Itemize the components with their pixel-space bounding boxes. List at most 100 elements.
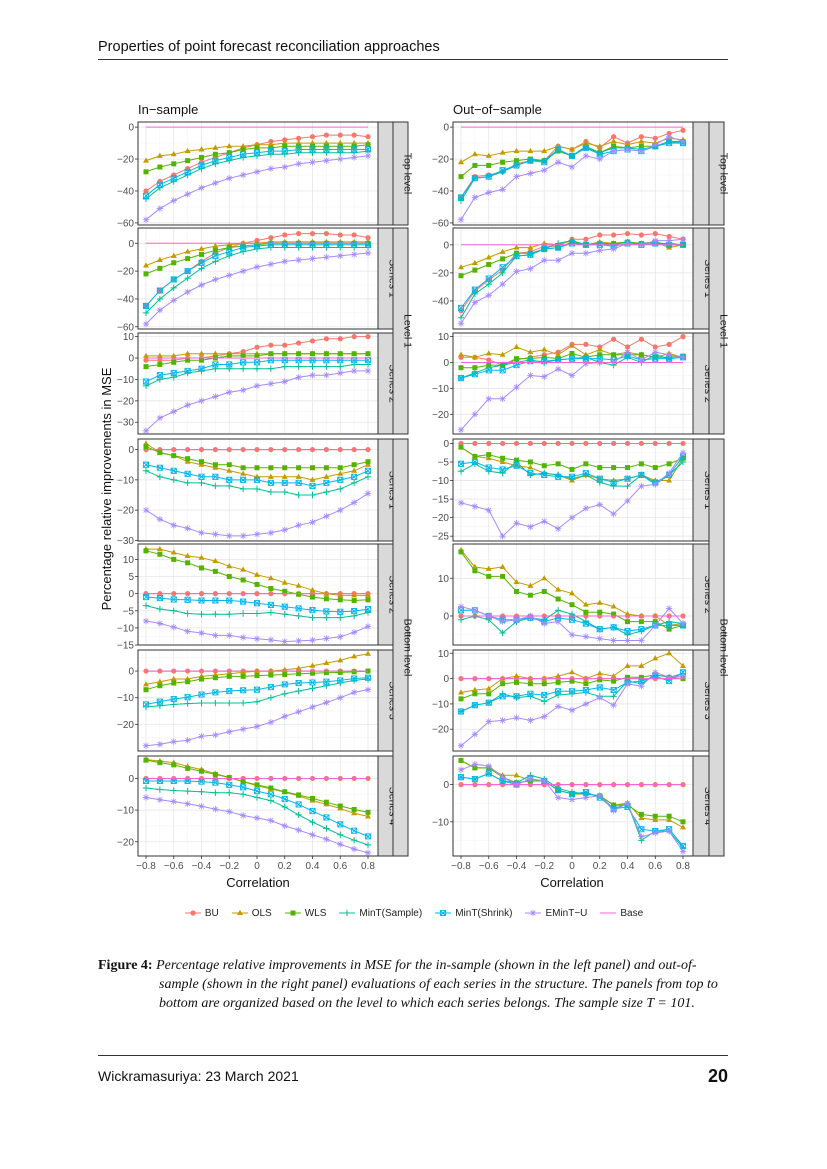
legend-key-circle-icon [184,910,201,916]
point-EMinT-U [568,163,576,171]
series-emint-u [142,686,372,749]
point-OLS [499,351,506,357]
point-BU [638,232,644,238]
point-BU [282,232,288,238]
point-OLS [527,348,534,355]
point-WLS [212,771,218,777]
point-WLS [310,670,315,676]
point-EMinT-U [364,686,372,693]
point-MinT(Shrink) [226,597,233,604]
point-EMinT-U [295,637,302,645]
point-MinT(Shrink) [198,691,205,698]
point-EMinT-U [226,532,233,540]
point-MinT(Sample) [226,610,233,618]
point-WLS [268,351,274,357]
point-MinT(Sample) [457,468,465,475]
point-WLS [541,354,547,360]
point-EMinT-U [323,157,330,164]
point-OLS [624,662,631,668]
point-MinT(Shrink) [457,194,465,201]
point-EMinT-U [198,529,205,537]
point-BU [309,134,316,140]
point-MinT(Shrink) [240,687,247,694]
point-EMinT-U [184,401,191,409]
point-EMinT-U [513,383,520,391]
point-EMinT-U [184,737,191,744]
point-MinT(Shrink) [457,774,465,781]
point-WLS [638,352,644,358]
point-EMinT-U [665,133,673,140]
point-WLS [199,251,204,257]
point-MinT(Shrink) [240,598,247,605]
point-WLS [611,802,617,808]
point-EMinT-U [513,714,520,722]
point-MinT(Sample) [541,698,548,705]
point-EMinT-U [364,367,372,375]
point-WLS [254,581,260,587]
point-EMinT-U [350,154,358,161]
point-BU [597,232,603,238]
point-BU [296,340,302,346]
point-EMinT-U [513,616,520,623]
point-MinT(Shrink) [281,148,288,155]
point-EMinT-U [295,522,302,529]
legend-item-base: Base [599,906,643,920]
point-MinT(Sample) [295,612,302,620]
point-MinT(Sample) [184,787,191,795]
point-WLS [555,596,561,602]
panel-out-of-sample-top-level: 0 −20 −40 −60 [432,121,710,229]
point-MinT(Sample) [253,365,261,372]
point-MinT(Sample) [295,811,302,819]
point-MinT(Shrink) [596,475,603,482]
point-MinT(Shrink) [541,159,548,166]
point-EMinT-U [323,254,330,261]
point-OLS [610,138,617,144]
point-WLS [638,461,644,467]
point-EMinT-U [212,731,219,739]
point-EMinT-U [679,672,687,680]
point-WLS [240,353,246,359]
point-EMinT-U [337,841,344,848]
point-EMinT-U [499,186,506,193]
point-MinT(Shrink) [364,606,372,613]
y-tick-label: 10 [123,555,135,566]
point-MinT(Sample) [267,797,275,804]
point-EMinT-U [198,629,205,637]
point-EMinT-U [582,360,590,368]
point-WLS [143,364,149,370]
point-EMinT-U [253,635,261,643]
y-tick-label: −5 [438,457,450,468]
point-EMinT-U [281,713,288,720]
point-OLS [170,252,177,258]
point-WLS [282,465,288,471]
x-tick-label: −0.8 [136,861,156,872]
point-BU [624,344,631,350]
point-WLS [337,803,343,809]
point-EMinT-U [638,682,645,690]
point-MinT(Shrink) [240,476,247,483]
point-EMinT-U [541,620,548,627]
point-MinT(Shrink) [170,369,177,377]
point-OLS [351,592,358,598]
point-OLS [680,824,686,830]
point-BU [351,232,357,238]
point-OLS [281,579,288,585]
point-EMinT-U [226,175,233,182]
point-WLS [652,465,658,471]
point-WLS [458,365,464,371]
point-EMinT-U [281,378,288,385]
point-EMinT-U [156,205,164,212]
point-OLS [295,473,302,479]
x-tick-label: 0.6 [648,861,662,872]
point-MinT(Sample) [596,479,603,486]
point-WLS [365,459,371,465]
point-MinT(Sample) [170,476,177,484]
legend-key-marker [190,910,196,916]
point-MinT(Shrink) [253,359,261,366]
point-OLS [541,346,548,352]
point-MinT(Shrink) [457,304,465,312]
point-EMinT-U [198,803,205,810]
point-WLS [212,675,218,681]
point-MinT(Sample) [281,803,288,811]
